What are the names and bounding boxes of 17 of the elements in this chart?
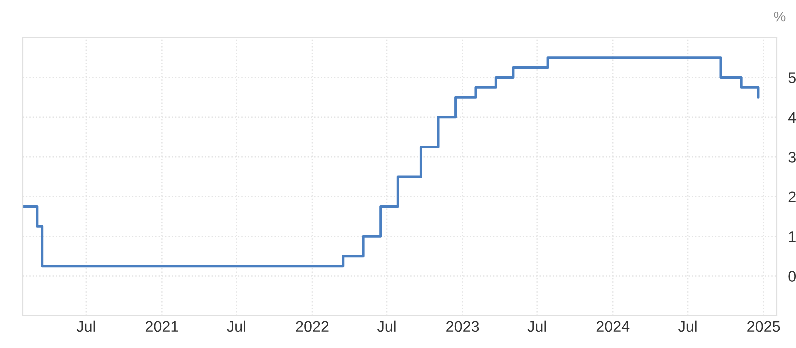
x-tick-label: 2025 [748, 321, 780, 332]
y-tick-label: 2 [788, 192, 796, 202]
y-tick-label: 0 [788, 271, 796, 282]
x-tick-label: 2021 [146, 321, 178, 332]
y-axis-title: % [774, 12, 786, 22]
x-tick-label: 2023 [446, 321, 480, 332]
x-tick-label: 2022 [296, 321, 329, 332]
y-tick-label: 1 [789, 232, 796, 242]
x-tick-label: Jul [227, 320, 246, 332]
y-tick-label: 4 [788, 112, 796, 123]
x-tick-label: Jul [378, 320, 396, 332]
x-tick-label: Jul [76, 320, 96, 332]
x-tick-label: Jul [678, 320, 697, 332]
x-tick-label: 2024 [596, 321, 630, 332]
y-tick-label: 5 [788, 72, 796, 84]
y-tick-label: 3 [788, 152, 796, 163]
x-tick-label: Jul [528, 320, 546, 332]
